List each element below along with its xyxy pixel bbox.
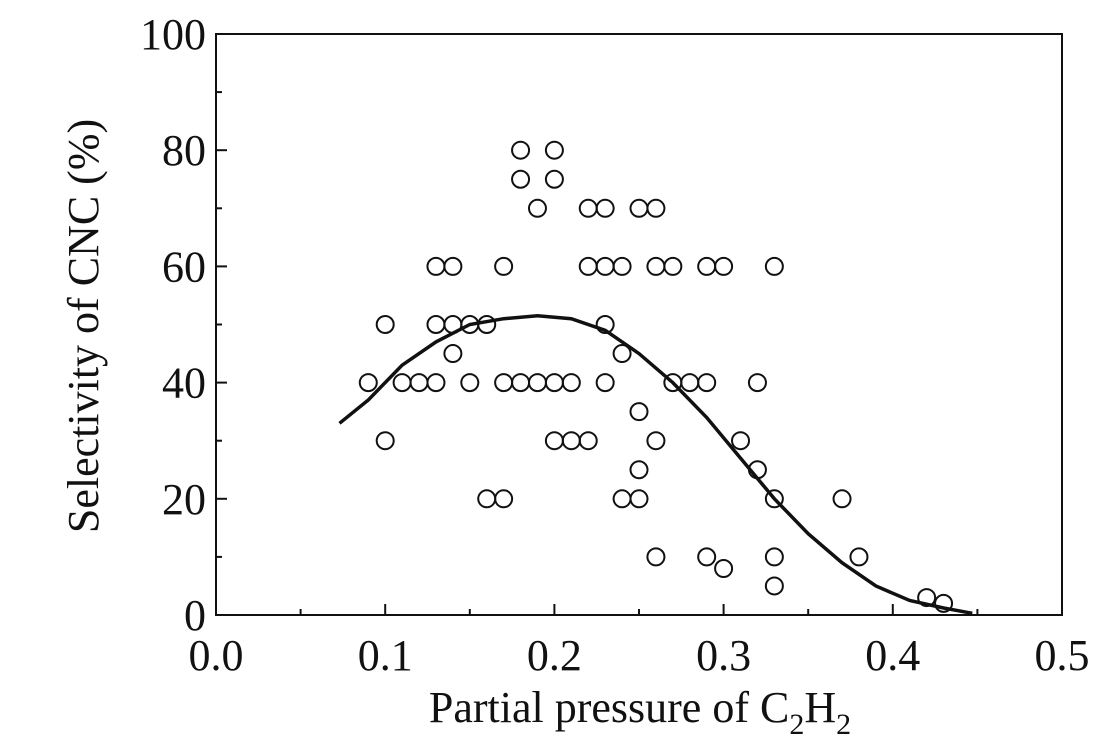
data-point	[680, 373, 700, 393]
data-point	[527, 198, 547, 218]
data-point	[697, 256, 717, 276]
x-axis-label-sub2: 2	[836, 708, 851, 737]
x-tick-label: 0.4	[865, 631, 920, 680]
data-point	[544, 431, 564, 451]
data-point	[832, 489, 852, 509]
data-point	[714, 559, 734, 579]
data-point	[578, 198, 598, 218]
data-point	[646, 198, 666, 218]
data-point	[629, 489, 649, 509]
x-tick-label: 0.5	[1035, 631, 1090, 680]
fit-curve	[338, 314, 973, 616]
data-point	[561, 431, 581, 451]
data-point	[663, 256, 683, 276]
x-tick-label: 0.2	[527, 631, 582, 680]
data-point	[443, 315, 463, 334]
data-point	[595, 198, 615, 218]
data-point	[460, 373, 480, 393]
data-point	[764, 576, 784, 596]
data-point	[934, 593, 954, 613]
data-point	[426, 315, 446, 334]
data-point	[443, 256, 463, 276]
data-point	[731, 431, 751, 451]
data-point	[595, 256, 615, 276]
data-point	[697, 547, 717, 567]
data-point	[494, 489, 514, 509]
data-point	[443, 344, 463, 364]
data-point	[747, 373, 767, 393]
data-point	[917, 588, 937, 608]
data-point	[544, 140, 564, 160]
data-point	[392, 373, 412, 393]
data-point	[646, 256, 666, 276]
data-point	[511, 169, 531, 189]
data-point	[747, 460, 767, 480]
data-point	[697, 373, 717, 393]
data-point	[375, 315, 395, 334]
x-axis-label: Partial pressure of C2H2	[429, 683, 851, 737]
x-tick-label: 0.3	[696, 631, 751, 680]
data-point	[494, 256, 514, 276]
x-tick-label: 0.0	[189, 631, 244, 680]
data-point	[612, 489, 632, 509]
data-point	[646, 431, 666, 451]
data-point	[646, 547, 666, 567]
x-axis-label-sub1: 2	[789, 708, 804, 737]
data-point	[612, 256, 632, 276]
data-point	[612, 344, 632, 364]
data-point	[561, 373, 581, 393]
data-point	[544, 373, 564, 393]
data-point	[375, 431, 395, 451]
y-tick-label: 60	[162, 242, 206, 291]
data-point	[595, 315, 615, 334]
data-point	[477, 489, 497, 509]
data-point	[764, 256, 784, 276]
data-point	[629, 402, 649, 422]
axis-ticks	[215, 33, 1063, 616]
data-point	[544, 169, 564, 189]
y-tick-label: 100	[140, 10, 206, 59]
data-point	[358, 373, 378, 393]
x-axis-label-main: Partial pressure of C	[429, 683, 789, 732]
data-point	[629, 460, 649, 480]
x-tick-label: 0.1	[358, 631, 413, 680]
y-tick-label: 80	[162, 126, 206, 175]
data-markers	[358, 140, 954, 613]
data-point	[494, 373, 514, 393]
data-point	[477, 315, 497, 334]
y-tick-label: 0	[184, 591, 206, 640]
axis-tick-labels: 0.0 0.1 0.2 0.3 0.4 0.5 0 20 40 60 80 100	[140, 10, 1090, 680]
data-point	[426, 373, 446, 393]
data-point	[527, 373, 547, 393]
data-point	[849, 547, 869, 567]
data-point	[595, 373, 615, 393]
y-tick-label: 40	[162, 359, 206, 408]
data-point	[426, 256, 446, 276]
data-point	[409, 373, 429, 393]
data-point	[714, 256, 734, 276]
data-point	[511, 373, 531, 393]
y-axis-label: Selectivity of CNC (%)	[59, 119, 108, 533]
data-point	[764, 489, 784, 509]
data-point	[629, 198, 649, 218]
x-axis-label-mid: H	[804, 683, 836, 732]
data-point	[511, 140, 531, 160]
data-point	[578, 431, 598, 451]
y-tick-label: 20	[162, 475, 206, 524]
data-point	[764, 547, 784, 567]
data-point	[578, 256, 598, 276]
plot-frame	[215, 33, 1063, 616]
